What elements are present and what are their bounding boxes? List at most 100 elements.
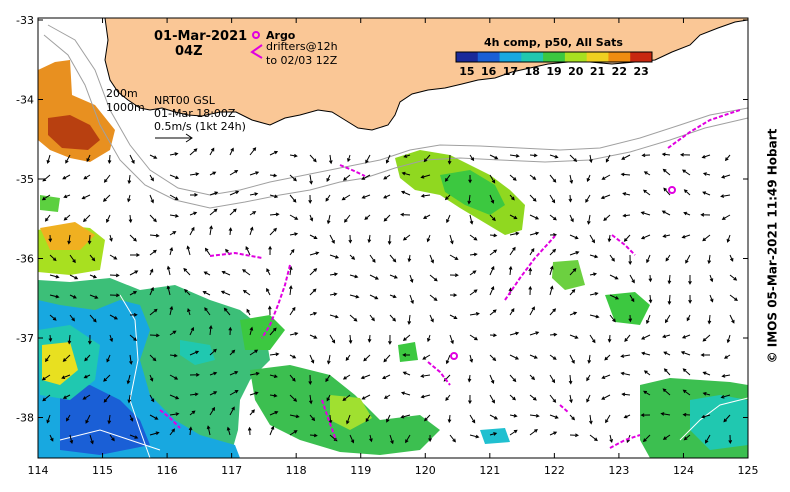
current-arrow xyxy=(361,394,371,400)
current-arrow xyxy=(509,214,518,220)
colorbar-tick-label: 23 xyxy=(633,65,648,78)
x-tick-label: 118 xyxy=(286,464,307,477)
current-arrow xyxy=(89,294,99,299)
sst-patch-west-orange xyxy=(40,222,95,250)
current-arrow xyxy=(609,274,619,280)
current-arrow xyxy=(489,414,498,420)
current-arrow xyxy=(723,414,731,423)
colorbar-tick-label: 22 xyxy=(612,65,627,78)
current-arrow xyxy=(49,274,60,279)
current-arrow xyxy=(589,291,599,296)
current-arrow xyxy=(509,374,517,383)
current-arrow xyxy=(308,374,313,386)
current-arrow xyxy=(489,309,497,316)
colorbar-segment xyxy=(586,52,609,62)
current-arrow xyxy=(229,190,240,196)
current-arrow xyxy=(586,174,591,183)
current-arrow xyxy=(62,394,71,399)
credit-text: © IMOS 05-Mar-2021 11:49 Hobart xyxy=(765,128,779,364)
current-arrow xyxy=(81,194,91,200)
current-arrow xyxy=(346,154,351,163)
argo-float-1 xyxy=(668,186,676,194)
current-arrow xyxy=(729,294,738,302)
current-arrow xyxy=(601,174,611,180)
current-arrow xyxy=(129,354,133,365)
current-arrow xyxy=(607,234,612,243)
current-arrow xyxy=(184,288,191,296)
current-arrow xyxy=(103,174,111,183)
current-arrow xyxy=(728,434,733,445)
current-arrow xyxy=(89,254,96,262)
current-arrow xyxy=(400,391,411,396)
current-arrow xyxy=(569,174,574,184)
current-arrow xyxy=(683,211,691,216)
current-arrow xyxy=(109,273,120,278)
drifter-track-4 xyxy=(504,235,556,301)
current-arrow xyxy=(489,265,495,276)
current-arrow xyxy=(223,307,231,316)
current-arrow xyxy=(87,334,92,345)
current-arrow xyxy=(189,193,199,197)
current-arrow xyxy=(229,208,237,216)
current-arrow xyxy=(48,334,53,343)
current-arrow xyxy=(449,273,459,278)
current-arrow xyxy=(429,254,435,264)
current-arrow xyxy=(289,174,297,182)
current-arrow xyxy=(208,325,213,336)
isobath-1000-label: 1000m xyxy=(106,101,145,114)
current-arrow xyxy=(309,433,318,438)
current-arrow xyxy=(688,274,692,285)
current-arrow xyxy=(325,194,331,202)
current-arrow xyxy=(664,314,671,324)
sst-patch-west-green-small xyxy=(40,195,60,212)
current-arrow xyxy=(89,314,97,323)
current-arrow xyxy=(729,314,735,324)
current-arrow xyxy=(660,412,671,416)
current-arrow xyxy=(663,368,671,376)
current-arrow xyxy=(329,272,339,277)
current-arrow xyxy=(469,334,479,341)
current-arrow xyxy=(445,354,451,365)
current-arrow xyxy=(209,225,213,236)
current-arrow xyxy=(83,174,91,180)
current-arrow xyxy=(369,294,379,300)
current-arrow xyxy=(229,390,239,396)
current-arrow xyxy=(489,374,495,385)
current-arrow xyxy=(387,234,392,245)
current-arrow xyxy=(189,172,200,176)
current-arrow xyxy=(348,334,353,344)
current-arrow xyxy=(509,331,520,336)
current-arrow xyxy=(186,245,191,256)
current-arrow xyxy=(342,394,351,402)
current-arrow xyxy=(309,334,318,339)
current-arrow xyxy=(549,248,557,256)
current-arrow xyxy=(428,434,432,443)
current-arrow xyxy=(643,171,651,176)
current-arrow xyxy=(385,154,391,164)
current-arrow xyxy=(605,154,611,163)
current-arrow xyxy=(648,294,653,304)
sst-patch-north-central-green xyxy=(440,170,505,215)
current-arrow xyxy=(49,434,54,442)
current-arrow xyxy=(169,394,180,400)
current-arrow xyxy=(402,334,411,342)
argo-floats xyxy=(450,186,676,360)
current-arrow xyxy=(609,434,613,444)
current-arrow xyxy=(169,374,179,380)
current-arrow xyxy=(242,269,251,276)
current-arrow xyxy=(409,294,414,305)
current-arrow xyxy=(529,429,538,436)
current-arrow xyxy=(489,174,496,184)
current-arrow xyxy=(489,394,495,404)
current-arrow xyxy=(586,374,591,382)
current-arrow xyxy=(624,334,631,342)
current-arrow xyxy=(662,168,671,176)
current-arrow xyxy=(149,249,157,256)
current-arrow xyxy=(69,254,76,264)
y-tick-label: -36 xyxy=(16,253,34,266)
current-arrow xyxy=(149,374,154,382)
current-arrow xyxy=(662,334,671,339)
current-arrow xyxy=(126,374,131,385)
current-arrow xyxy=(569,288,576,296)
current-arrow xyxy=(109,234,113,242)
